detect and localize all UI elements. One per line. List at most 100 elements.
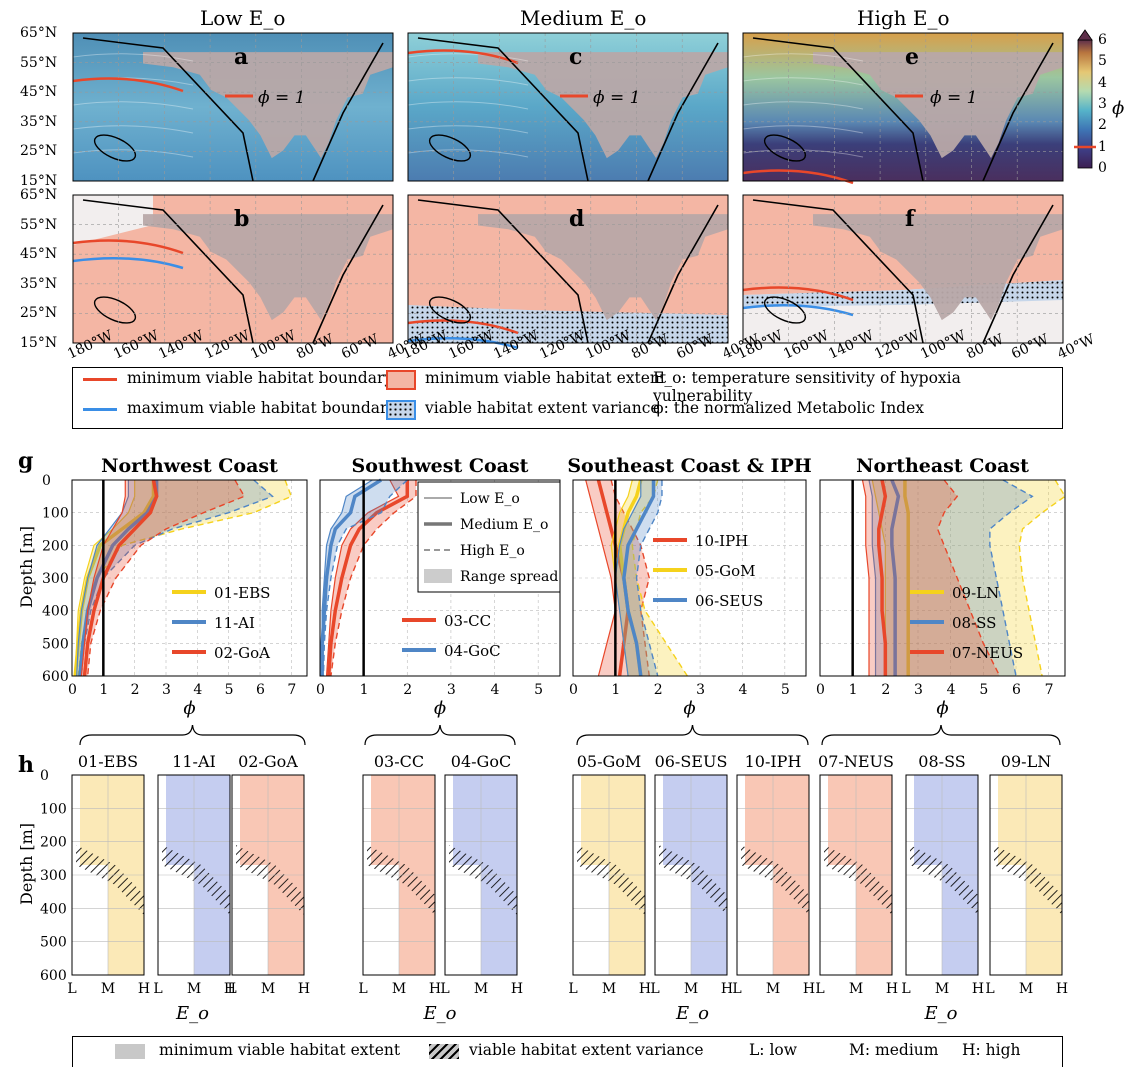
phi-label-e: ϕ = 1	[930, 88, 978, 108]
bottom-legend-medium: M: medium	[849, 1041, 939, 1059]
high-line	[330, 480, 417, 677]
legend-variance: viable habitat extent variance	[425, 399, 660, 417]
habitat-panel-title: 01-EBS	[78, 752, 138, 771]
profile-chart-2: 0 1 2 3 4 5 Southwest Coast ϕ 03-CC 04-GoC Low E_o…	[316, 455, 561, 719]
colorbar	[1077, 39, 1093, 169]
map-panel-b	[72, 194, 394, 344]
habitat-x-tick: M	[392, 981, 406, 997]
habitat-panel-title: 06-SEUS	[655, 752, 728, 771]
style-legend-entry: Range spread	[460, 569, 558, 585]
series-03-CC	[325, 479, 417, 677]
x-axis-label: ϕ	[683, 698, 695, 719]
x-tick-label: 2	[881, 682, 890, 698]
series-06-SEUS	[614, 480, 663, 677]
series-07-NEUS	[861, 479, 1001, 677]
range-spread	[615, 480, 662, 676]
habitat-panel-10-IPH: 10-IPH L M H	[732, 752, 815, 997]
range-spread	[81, 480, 245, 676]
extent-gray-swatch	[115, 1044, 145, 1059]
legend-entry: 08-SS	[952, 614, 996, 632]
y-tick-label: 200	[42, 538, 69, 554]
x-tick-label: 0	[569, 682, 578, 698]
colorbar-label: ϕ	[1112, 98, 1125, 119]
panel-letter-e: e	[905, 44, 919, 70]
range-spread	[76, 480, 273, 676]
habitat-panel-title: 07-NEUS	[818, 752, 894, 771]
habitat-x-tick: L	[650, 981, 659, 997]
map-panel-d	[407, 194, 729, 350]
y-tick-label: 500	[42, 636, 69, 652]
panel-letter-d: d	[569, 206, 585, 232]
map-title-high: High E_o	[857, 6, 950, 30]
x-tick-label: 3	[696, 682, 705, 698]
series-04-GoC	[320, 478, 408, 677]
x-tick-label: 2	[403, 682, 412, 698]
habitat-x-tick: H	[803, 981, 815, 997]
habitat-panel-04-GoC: 04-GoC L M H	[440, 752, 523, 997]
lat-label: 15°N	[20, 335, 58, 351]
habitat-panel-title: 11-AI	[172, 752, 216, 771]
habitat-panel-title: 08-SS	[918, 752, 965, 771]
low-line	[868, 479, 877, 676]
y-tick-label: 600	[42, 669, 69, 685]
bottom-legend: minimum viable habitat extent viable hab…	[72, 1036, 1063, 1067]
x-tick-label: 4	[738, 682, 747, 698]
habitat-x-tick: H	[224, 981, 236, 997]
legend-entry: 11-AI	[214, 614, 255, 632]
legend-entry: 03-CC	[444, 612, 491, 630]
x-axis-label: ϕ	[183, 698, 195, 719]
profile-chart-1: 0 1 2 3 4 5 6 7 0 100 200 300 400 500 600 Northwest Coa…	[42, 455, 308, 719]
habitat-x-tick: L	[67, 981, 76, 997]
habitat-panel-08-SS: 08-SS L M H	[901, 752, 984, 997]
x-axis-label: ϕ	[434, 698, 446, 719]
bottom-legend-high: H: high	[962, 1041, 1021, 1059]
low-line	[74, 480, 136, 677]
profile-chart-3: 0 1 2 3 4 5 Southeast Coast & IPH ϕ 10-IPH 05-GoM…	[567, 455, 811, 719]
habitat-x-tick: M	[684, 981, 698, 997]
habitat-x-tick: M	[474, 981, 488, 997]
profile-chart-4: 0 1 2 3 4 5 6 7 Northeast Coast ϕ 09-LN 08-SS 07-NEU…	[816, 455, 1066, 719]
legend-entry: 02-GoA	[214, 644, 270, 662]
x-tick-label: 1	[99, 682, 108, 698]
group-bracket	[576, 725, 809, 746]
lat-label: 35°N	[20, 113, 58, 130]
colorbar-tick: 2	[1098, 117, 1107, 134]
habitat-y-tick: 600	[40, 968, 67, 984]
group-bracket	[364, 725, 516, 746]
extent-swatch	[386, 370, 416, 390]
habitat-panel-03-CC: 03-CC L M H	[358, 752, 441, 997]
habitat-panel-title: 04-GoC	[451, 752, 511, 771]
habitat-x-tick: H	[1056, 981, 1068, 997]
x-tick-label: 2	[654, 682, 663, 698]
map-legend: minimum viable habitat boundary maximum …	[72, 367, 1063, 429]
colorbar-tick: 3	[1098, 95, 1107, 112]
x-tick-label: 5	[781, 682, 790, 698]
habitat-panel-title: 10-IPH	[745, 752, 802, 771]
x-tick-label: 1	[360, 682, 369, 698]
habitat-y-tick: 400	[40, 901, 67, 917]
legend-min-boundary: minimum viable habitat boundary	[127, 369, 394, 387]
high-line	[80, 479, 274, 677]
habitat-panel-02-GoA: 02-GoA L M H	[227, 752, 310, 997]
x-axis-label: ϕ	[936, 698, 948, 719]
legend-eo-def: E_o: temperature sensitivity of hypoxia …	[653, 369, 961, 405]
habitat-y-tick: 500	[40, 935, 67, 951]
colorbar-tick: 0	[1098, 159, 1107, 176]
map-panel-f	[742, 194, 1064, 344]
chart-title: Northwest Coast	[101, 455, 278, 477]
legend-entry: 05-GoM	[695, 562, 756, 580]
x-tick-label: 0	[68, 682, 77, 698]
max-boundary-swatch	[83, 408, 117, 411]
medium-line	[903, 480, 910, 676]
colorbar-tick: 4	[1098, 74, 1107, 91]
x-tick-label: 6	[1012, 682, 1021, 698]
legend-entry: 07-NEUS	[952, 644, 1023, 662]
x-tick-label: 0	[316, 682, 325, 698]
x-tick-label: 1	[849, 682, 858, 698]
section-letter-g: g	[18, 448, 34, 474]
habitat-x-tick: L	[440, 981, 449, 997]
lat-label: 45°N	[20, 246, 58, 263]
style-legend-entry: Low E_o	[460, 491, 520, 507]
habitat-panel-title: 02-GoA	[238, 752, 298, 771]
style-legend-entry: High E_o	[460, 543, 525, 559]
